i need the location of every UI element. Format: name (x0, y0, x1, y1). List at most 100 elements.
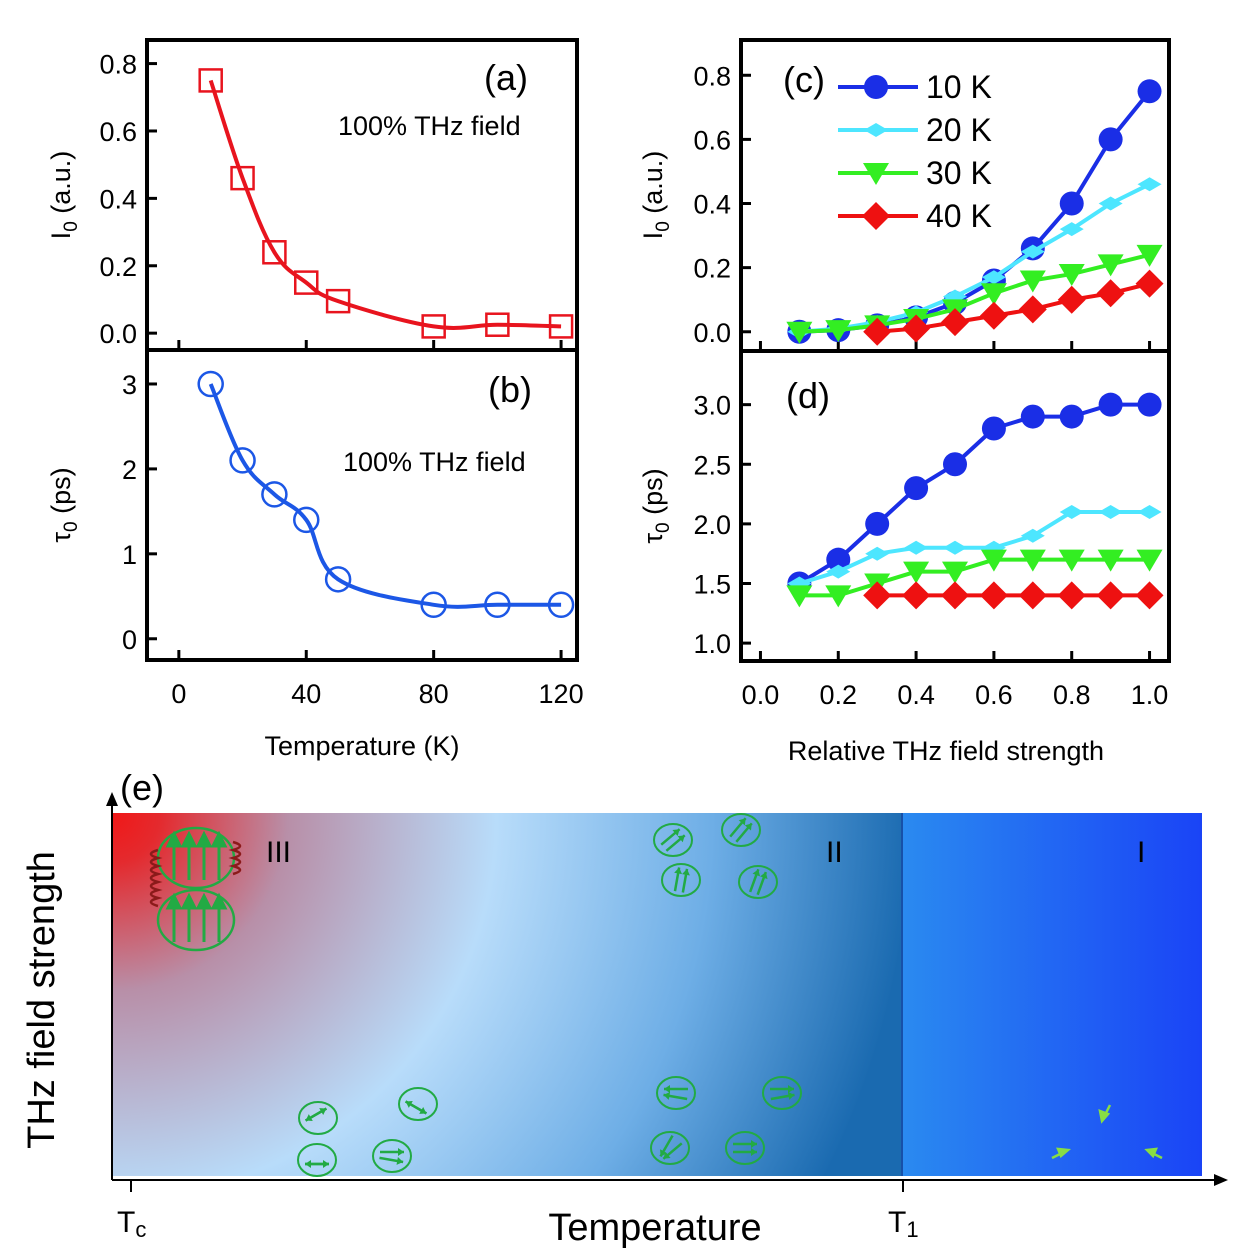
series-20k-point-6 (1020, 244, 1045, 259)
x-tick-label: 0.4 (897, 680, 935, 710)
x-tick-label: 0.0 (742, 680, 780, 710)
series-10k-point-7 (1059, 191, 1084, 216)
y-tick-label: 0.4 (693, 190, 731, 220)
panel-d-y-ticks: 1.0 1.5 2.0 2.5 3.0 (693, 391, 751, 659)
series-30k-point-9 (1136, 244, 1163, 267)
panel-d: 1.0 1.5 2.0 2.5 3.0 0.0 0.2 0.4 0.6 0.8 1.0 (d) τ… (638, 349, 1171, 766)
legend-label: 10 K (926, 69, 992, 105)
series-10k-point-7 (1059, 404, 1084, 429)
y-tick-label: 1.0 (693, 629, 731, 659)
tc-label: Tc (117, 1206, 146, 1242)
spin-arrow-head-icon (419, 1107, 427, 1114)
spin-arrow-head-icon (760, 872, 768, 880)
spin-arrow-head-icon (682, 868, 690, 876)
series-10k-point-3 (904, 476, 929, 501)
series-20k-point-7 (1059, 222, 1084, 237)
series-30k-point-8 (1097, 549, 1124, 572)
panel-c-y-ticks: 0.0 0.2 0.4 0.6 0.8 (693, 61, 1152, 351)
cluster-ellipse-icon (398, 1087, 438, 1121)
series-10k-point-4 (943, 452, 967, 477)
x-tick-label: 40 (291, 679, 321, 709)
series-10k-point-5 (981, 416, 1006, 441)
series-20k-point-2 (865, 546, 890, 561)
series-30k-point-5 (980, 283, 1007, 306)
series-40k-point-7 (1135, 269, 1164, 298)
panel-a-y-axis-label: I0 (a.u.) (46, 151, 82, 240)
series-i0-point-0 (198, 68, 223, 93)
x-tick-label: 0 (171, 679, 186, 709)
series-20k-point-9 (1137, 177, 1162, 192)
series-i0-point-2 (262, 240, 287, 265)
panel-c: 0.0 0.2 0.4 0.6 0.8 10 K 20 K 30 K 40 K (c) I0 … (638, 38, 1171, 353)
series-10k-point-9 (1137, 392, 1162, 417)
y-tick-label: 2.5 (693, 450, 731, 480)
spin-arrow-head-icon (674, 867, 683, 875)
spring-icon (149, 848, 163, 908)
y-tick-label: 2 (122, 455, 137, 485)
e-y-axis-label: THz field strength (21, 851, 63, 1149)
series-30k-point-6 (1019, 270, 1046, 293)
panel-b: 0 1 2 3 0 40 80 120 (b) 100% THz field τ0 (ps)… (46, 348, 584, 761)
series-40k-point-5 (1057, 285, 1086, 314)
panel-e-label: (e) (120, 767, 164, 808)
x-tick-label: 80 (419, 679, 449, 709)
spin-cluster-icon (725, 1131, 765, 1165)
cluster-ellipse-icon (653, 823, 693, 857)
legend-label: 20 K (926, 112, 992, 148)
region-I-background (902, 813, 1202, 1176)
panel-b-annotation: 100% THz field (343, 447, 526, 477)
legend-marker-point-2 (863, 163, 889, 185)
series-20k-point-1 (826, 564, 851, 579)
series-i0-point-1 (230, 165, 255, 191)
cluster-ellipse-icon (661, 863, 701, 897)
spin-cluster-icon (650, 1131, 690, 1165)
region-I-label: I (1137, 836, 1145, 869)
y-tick-label: 0.6 (99, 117, 137, 147)
panel-b-x-ticks: 0 40 80 120 (171, 650, 584, 709)
panel-b-label: (b) (488, 369, 532, 410)
series-i0-point-6 (485, 312, 510, 337)
pair-ellipse-icon (156, 888, 236, 952)
spin-arrow-head-icon (672, 829, 680, 837)
spin-arrow-head-icon (663, 1091, 671, 1100)
series-30k-point-1 (825, 585, 852, 608)
region-gradient-II-III (112, 813, 902, 1176)
series-tau0-point-7 (547, 591, 575, 619)
panel-b-y-axis-label: τ0 (ps) (46, 467, 82, 542)
spin-cluster-icon (656, 1076, 696, 1110)
region-III-label: III (266, 836, 291, 869)
y-tick-label: 0 (122, 625, 137, 655)
cluster-ellipse-icon (650, 1131, 690, 1165)
series-10k-point-6 (1020, 404, 1045, 429)
series-20k-point-8 (1098, 196, 1123, 211)
series-20k-point-5 (981, 270, 1006, 285)
series-tau0-point-0 (197, 370, 224, 398)
panel-d-y-axis-label: τ0 (ps) (638, 468, 674, 543)
series-40k-point-1 (902, 581, 931, 610)
panel-c-data (786, 79, 1164, 346)
panel-e-diagram: (e) THz field strength Temperature Tc T1… (21, 767, 1228, 1249)
y-tick-label: 0.8 (693, 61, 731, 91)
series-10k-point-8 (1098, 127, 1123, 152)
series-20k-point-8 (1098, 504, 1123, 519)
panel-b-frame (145, 348, 579, 662)
series-30k-point-1 (825, 320, 852, 343)
panel-a-annotation: 100% THz field (338, 111, 521, 141)
spin-arrow-head-icon (305, 1114, 313, 1121)
series-i0-point-7 (548, 314, 574, 339)
series-tau0-point-5 (420, 591, 447, 619)
y-axis-arrow-icon (106, 792, 118, 806)
y-tick-label: 0.4 (99, 184, 137, 214)
cluster-ellipse-icon (725, 1131, 765, 1165)
cluster-ellipse-icon (298, 1101, 338, 1135)
series-30k-line (799, 252, 1151, 334)
legend-marker-point-0 (864, 75, 888, 99)
spin-cluster-icon (398, 1087, 438, 1121)
x-tick-label: 1.0 (1131, 680, 1169, 710)
legend-marker-point-3 (862, 202, 890, 230)
spring-icon (228, 840, 242, 876)
series-30k-point-7 (1058, 264, 1085, 287)
isolated-spins-icon (1051, 1104, 1163, 1160)
y-tick-label: 2.0 (693, 510, 731, 540)
spin-arrow-head-icon (788, 1085, 794, 1093)
